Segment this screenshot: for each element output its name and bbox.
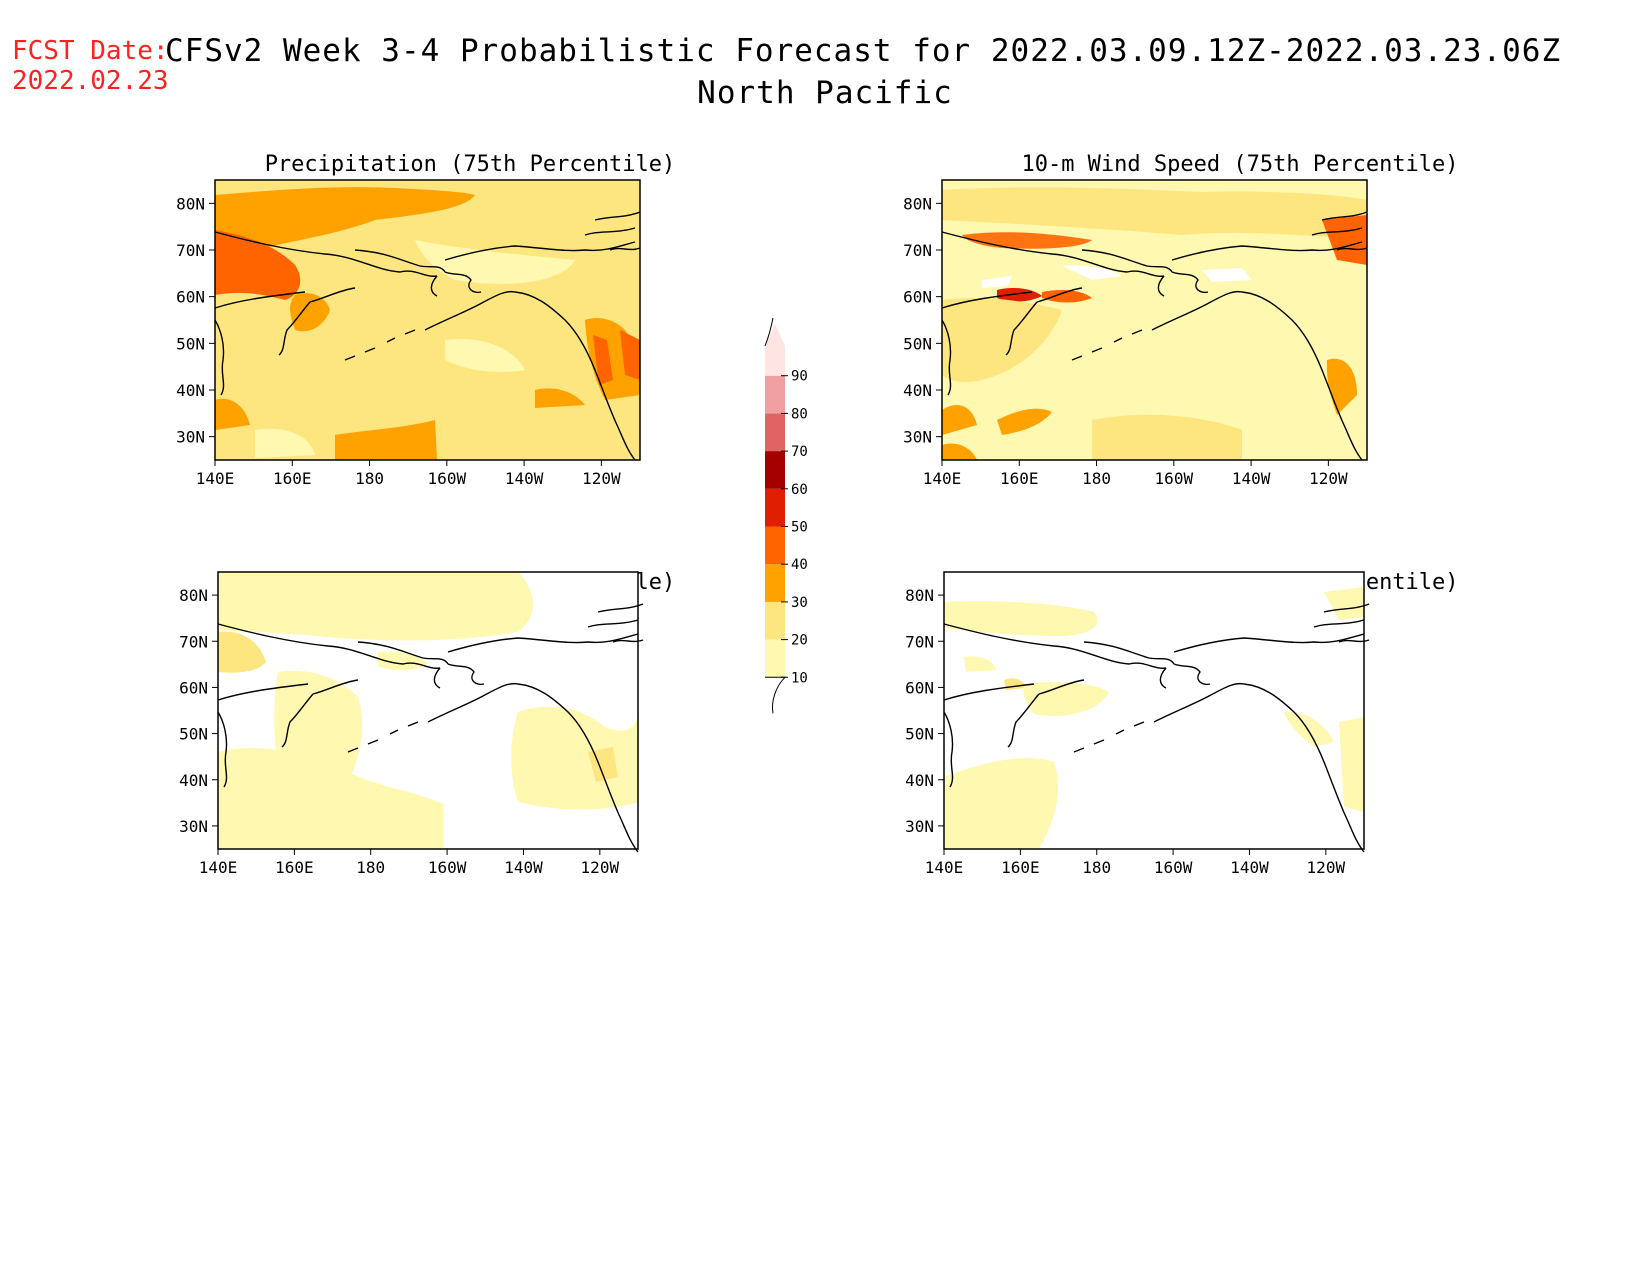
- lat-tick-label: 70N: [903, 241, 932, 260]
- lat-tick-label: 80N: [905, 586, 934, 605]
- lat-tick-label: 60N: [179, 678, 208, 697]
- lon-tick-label: 160E: [1000, 469, 1039, 488]
- lat-tick-label: 40N: [179, 771, 208, 790]
- lon-tick-label: 120W: [582, 469, 621, 488]
- colorbar-segment: [765, 488, 785, 527]
- colorbar: 10 20 30 40 50 60 70 80 90: [764, 317, 808, 714]
- lon-tick-label: 140W: [1230, 858, 1269, 877]
- colorbar-label: 70: [791, 444, 808, 460]
- lon-tick-label: 120W: [581, 858, 620, 877]
- colorbar-bottom-cap: [765, 676, 787, 714]
- lon-tick-label: 140W: [1232, 469, 1271, 488]
- lon-tick-label: 120W: [1309, 469, 1348, 488]
- lat-tick-label: 60N: [176, 288, 205, 307]
- forecast-date-label: FCST Date: 2022.02.23: [12, 36, 169, 96]
- colorbar-label: 20: [791, 633, 808, 649]
- colorbar-segment: [765, 413, 785, 452]
- lat-tick-label: 70N: [905, 632, 934, 651]
- lat-tick-label: 40N: [905, 771, 934, 790]
- lat-tick-label: 50N: [176, 334, 205, 353]
- map-panel-wind90: [943, 571, 1370, 853]
- lon-tick-label: 140E: [199, 858, 238, 877]
- lat-tick-label: 40N: [176, 381, 205, 400]
- lat-tick-label: 30N: [179, 817, 208, 836]
- lat-tick-label: 30N: [176, 428, 205, 447]
- region-subtitle: North Pacific: [697, 75, 953, 111]
- lon-tick-label: 160W: [1155, 469, 1194, 488]
- panel-title-precip75: Precipitation (75th Percentile): [264, 152, 676, 177]
- lat-tick-label: 80N: [176, 194, 205, 213]
- lon-tick-label: 140E: [196, 469, 235, 488]
- lat-tick-label: 30N: [903, 428, 932, 447]
- panel-title-wind75: 10-m Wind Speed (75th Percentile): [1021, 152, 1459, 177]
- lon-tick-label: 160E: [275, 858, 314, 877]
- colorbar-segment: [765, 324, 785, 376]
- fcst-date: 2022.02.23: [12, 66, 169, 96]
- lat-tick-label: 40N: [903, 381, 932, 400]
- lon-tick-label: 160E: [273, 469, 312, 488]
- lat-tick-label: 80N: [903, 194, 932, 213]
- map-panel-precip90: [217, 571, 644, 853]
- lon-tick-label: 160W: [428, 858, 467, 877]
- lon-tick-label: 180: [356, 858, 385, 877]
- lon-tick-label: 160W: [428, 469, 467, 488]
- lon-tick-label: 140W: [504, 858, 543, 877]
- colorbar-segment: [765, 451, 785, 489]
- map-panel-wind75: [941, 179, 1368, 461]
- lat-tick-label: 60N: [903, 288, 932, 307]
- colorbar-label: 10: [791, 670, 808, 686]
- colorbar-segment: [765, 564, 785, 602]
- colorbar-label: 80: [791, 406, 808, 422]
- axes-layer: 140E 160E 180 160W 140W 120W 80N 70N 60N 50N 40N 30…: [176, 194, 1348, 877]
- lon-tick-label: 120W: [1307, 858, 1346, 877]
- colorbar-label: 40: [791, 557, 808, 573]
- colorbar-segment: [765, 639, 785, 678]
- lat-tick-label: 50N: [179, 725, 208, 744]
- map-panel-precip75: [214, 179, 641, 461]
- fcst-label: FCST Date:: [12, 36, 169, 66]
- lon-tick-label: 140W: [505, 469, 544, 488]
- colorbar-top-cap: [764, 317, 774, 347]
- lat-tick-label: 70N: [176, 241, 205, 260]
- lon-tick-label: 140E: [923, 469, 962, 488]
- colorbar-segment: [765, 526, 785, 565]
- page-title: CFSv2 Week 3-4 Probabilistic Forecast fo…: [165, 33, 1562, 69]
- lon-tick-label: 180: [1082, 469, 1111, 488]
- lon-tick-label: 160E: [1001, 858, 1040, 877]
- colorbar-segment: [765, 601, 785, 640]
- lon-tick-label: 160W: [1154, 858, 1193, 877]
- colorbar-label: 90: [791, 369, 808, 385]
- lon-tick-label: 140E: [925, 858, 964, 877]
- lat-tick-label: 70N: [179, 632, 208, 651]
- colorbar-segment: [765, 375, 785, 414]
- colorbar-label: 50: [791, 520, 808, 536]
- lon-tick-label: 180: [355, 469, 384, 488]
- lat-tick-label: 50N: [905, 725, 934, 744]
- lat-tick-label: 60N: [905, 678, 934, 697]
- colorbar-label: 60: [791, 482, 808, 498]
- lat-tick-label: 30N: [905, 817, 934, 836]
- colorbar-label: 30: [791, 595, 808, 611]
- lat-tick-label: 80N: [179, 586, 208, 605]
- lon-tick-label: 180: [1082, 858, 1111, 877]
- lat-tick-label: 50N: [903, 334, 932, 353]
